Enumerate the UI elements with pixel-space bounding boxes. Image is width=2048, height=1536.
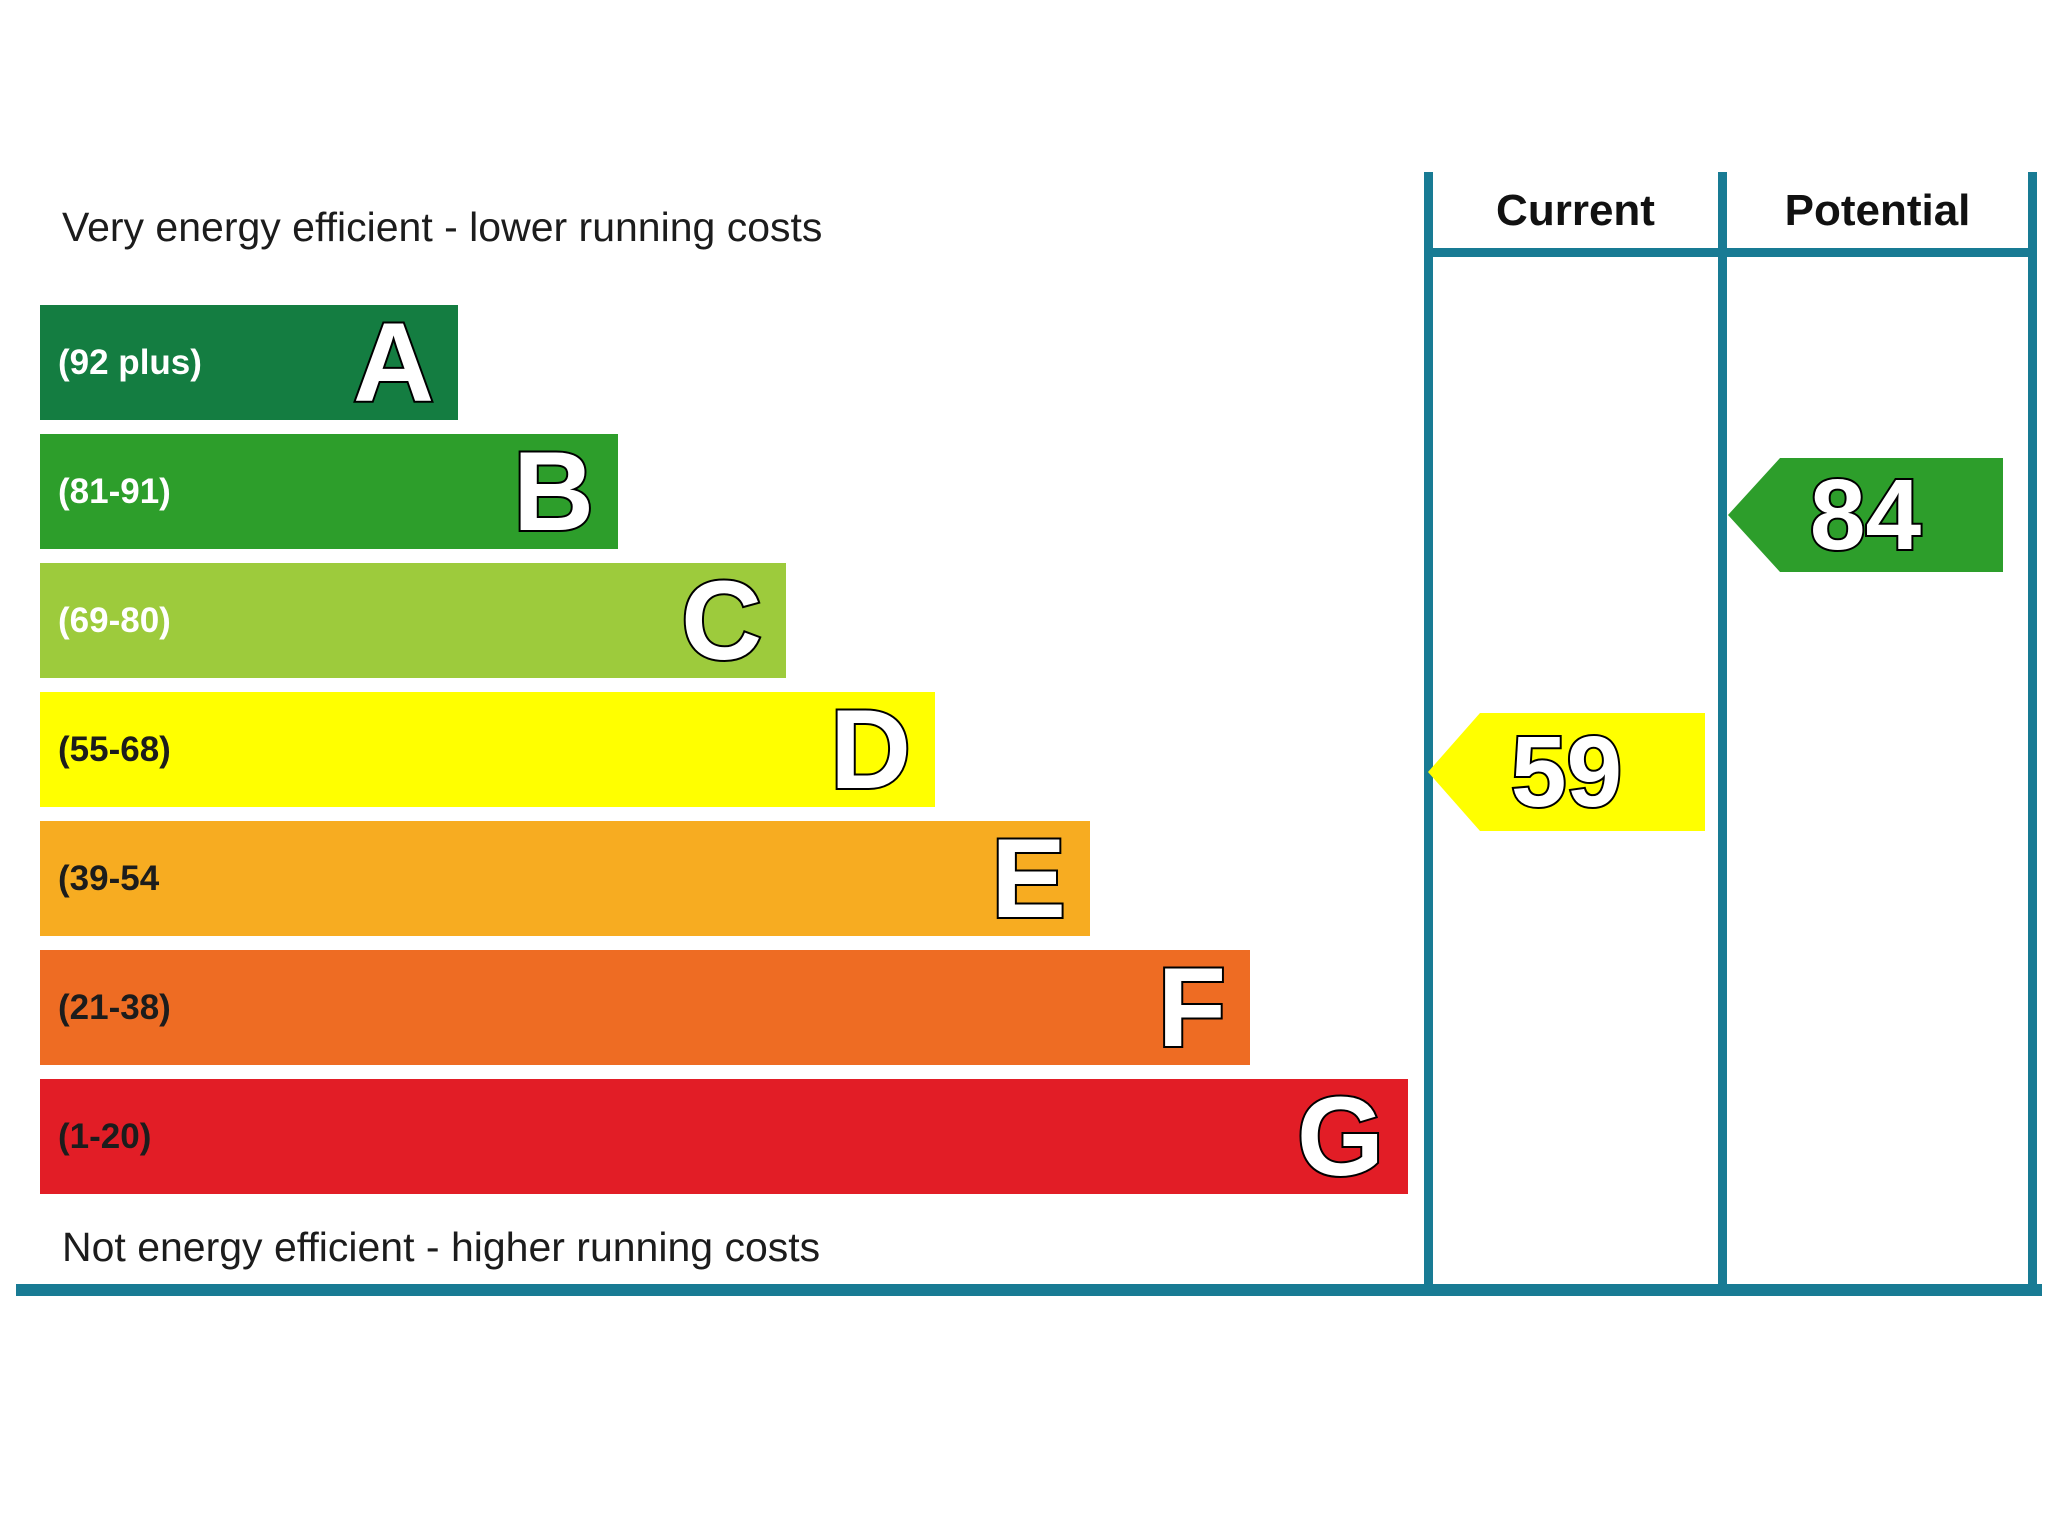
table-border-left (1424, 172, 1433, 1288)
column-header-potential: Potential (1784, 186, 1971, 235)
band-f: (21-38) F (40, 945, 1250, 1070)
band-e-letter: E (989, 816, 1068, 941)
current-rating-value: 59 (1509, 716, 1624, 828)
band-f-letter: F (1156, 945, 1228, 1070)
band-c-letter: C (679, 558, 764, 683)
caption-not-efficient: Not energy efficient - higher running co… (62, 1224, 821, 1270)
band-g: (1-20) G (40, 1074, 1408, 1199)
current-rating-arrow: 59 (1428, 713, 1705, 831)
band-f-range: (21-38) (58, 987, 171, 1027)
column-header-current: Current (1496, 186, 1655, 235)
table-border-middle (1718, 172, 1727, 1288)
band-g-range: (1-20) (58, 1116, 152, 1156)
band-a-letter: A (351, 300, 436, 425)
band-b: (81-91) B (40, 429, 618, 554)
table-header-underline (1424, 248, 2037, 257)
potential-rating-value: 84 (1808, 459, 1923, 571)
band-d: (55-68) D (40, 687, 935, 812)
potential-rating-arrow: 84 (1728, 458, 2003, 572)
band-b-letter: B (511, 429, 596, 554)
band-c-range: (69-80) (58, 600, 171, 640)
caption-very-efficient: Very energy efficient - lower running co… (62, 204, 823, 250)
band-g-letter: G (1295, 1074, 1386, 1199)
chart-bottom-rule (16, 1284, 2042, 1296)
band-e: (39-54 E (40, 816, 1090, 941)
band-a: (92 plus) A (40, 300, 458, 425)
band-d-range: (55-68) (58, 729, 171, 769)
band-c: (69-80) C (40, 558, 786, 683)
band-b-range: (81-91) (58, 471, 171, 511)
band-d-letter: D (828, 687, 913, 812)
band-e-range: (39-54 (58, 858, 160, 898)
band-a-range: (92 plus) (58, 342, 202, 382)
table-border-right (2028, 172, 2037, 1288)
rating-bands: (92 plus) A (81-91) B (69-80) C (55-68) … (40, 300, 1408, 1208)
